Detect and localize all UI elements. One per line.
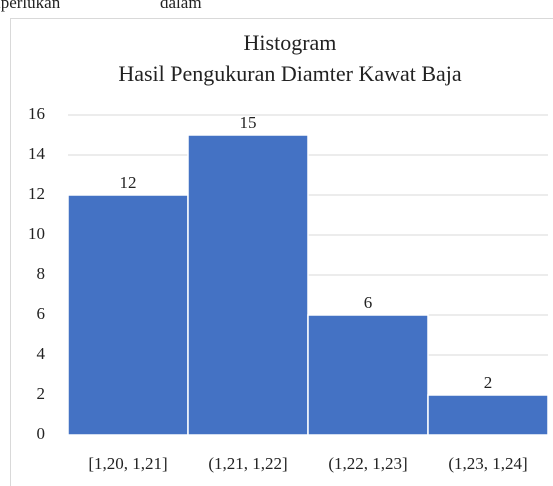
- x-tick-label: [1,20, 1,21]: [88, 454, 167, 473]
- y-tick-label: 10: [28, 224, 45, 243]
- page-text: iperlukan: [0, 0, 61, 12]
- y-tick-label: 14: [28, 144, 46, 163]
- y-tick-label: 0: [37, 424, 46, 443]
- chart-border: [10, 18, 553, 486]
- x-tick-label: (1,23, 1,24]: [448, 454, 527, 473]
- bar: [67, 194, 189, 436]
- data-label: 6: [364, 293, 373, 312]
- y-tick-label: 12: [28, 184, 45, 203]
- bar: [427, 394, 549, 436]
- y-tick-label: 2: [37, 384, 46, 403]
- x-tick-label: (1,22, 1,23]: [328, 454, 407, 473]
- bar: [307, 314, 429, 436]
- bar: [187, 134, 309, 436]
- data-label: 2: [484, 373, 493, 392]
- y-tick-label: 8: [37, 264, 46, 283]
- x-tick-label: (1,21, 1,22]: [208, 454, 287, 473]
- chart-subtitle: Hasil Pengukuran Diamter Kawat Baja: [118, 61, 462, 86]
- data-label: 12: [120, 173, 137, 192]
- page-text: dalam: [160, 0, 202, 12]
- data-label: 15: [240, 113, 257, 132]
- chart-title: Histogram: [244, 30, 337, 55]
- y-tick-label: 4: [37, 344, 46, 363]
- y-tick-label: 6: [37, 304, 46, 323]
- y-tick-label: 16: [28, 104, 45, 123]
